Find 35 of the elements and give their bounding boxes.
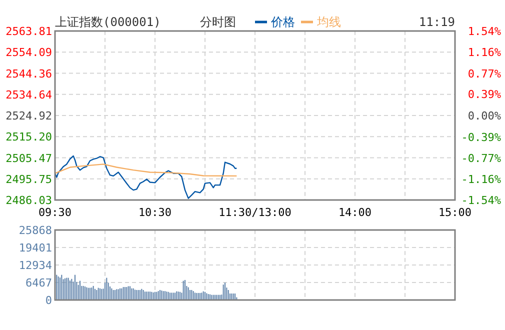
line-series — [54, 155, 238, 199]
x-tick-label: 09:30 — [38, 206, 72, 219]
y-tick-label: 2524.92 — [6, 110, 52, 122]
y-tick-label: 2515.20 — [6, 130, 52, 144]
y2-tick-label: -1.16% — [461, 173, 502, 186]
y2-tick-label: 0.77% — [468, 67, 502, 80]
x-tick-label: 11:30/13:00 — [218, 206, 292, 219]
y-tick-label: 12934 — [18, 259, 52, 272]
x-tick-label: 14:00 — [338, 206, 372, 219]
y-tick-label: 2486.03 — [6, 194, 52, 207]
chart-subtitle: 分时图 — [200, 15, 236, 29]
y2-tick-label: -0.39% — [461, 130, 502, 144]
y2-tick-label: -0.77% — [461, 152, 502, 165]
y-tick-label: 2554.09 — [6, 46, 52, 60]
y-tick-label: 2544.36 — [6, 67, 52, 80]
line-series — [54, 164, 238, 177]
y-tick-label: 2495.75 — [6, 172, 52, 186]
y-tick-label: 2505.47 — [6, 152, 52, 165]
legend-label: 均线 — [316, 15, 341, 29]
chart-title: 上证指数(000001) — [55, 15, 161, 29]
y-tick-label: 25868 — [18, 224, 52, 237]
x-tick-label: 10:30 — [138, 206, 172, 219]
y-tick-label: 2534.64 — [6, 88, 52, 102]
y2-tick-label: 0.00% — [468, 110, 502, 122]
y-tick-label: 2563.81 — [6, 25, 52, 38]
y2-tick-label: 0.39% — [468, 88, 502, 102]
y-tick-label: 0 — [45, 294, 52, 307]
y-tick-label: 6467 — [26, 276, 52, 290]
legend-label: 价格 — [270, 15, 295, 29]
text: 11:19 — [418, 15, 455, 29]
y-tick-label: 19401 — [18, 242, 52, 254]
y2-tick-label: -1.54% — [461, 194, 502, 207]
x-tick-label: 15:00 — [438, 206, 472, 219]
y2-tick-label: 1.16% — [468, 46, 502, 59]
y2-tick-label: 1.54% — [468, 25, 502, 38]
